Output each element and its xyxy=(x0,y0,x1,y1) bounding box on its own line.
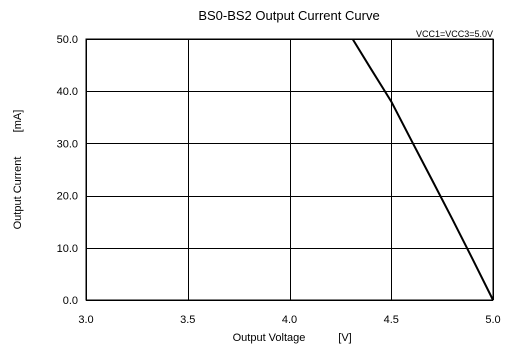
x-tick-label: 3.5 xyxy=(180,314,195,326)
x-tick-label: 3.0 xyxy=(78,314,93,326)
plot-frame xyxy=(85,38,494,301)
y-axis-label: Output Current xyxy=(12,157,24,230)
series-layer xyxy=(351,38,494,301)
y-tick-label: 40.0 xyxy=(57,86,78,98)
x-tick-label: 4.0 xyxy=(282,314,297,326)
x-axis-unit: [V] xyxy=(338,332,351,344)
output-current-line xyxy=(351,38,494,301)
x-tick-label: 4.5 xyxy=(384,314,399,326)
x-tick-labels: 3.0 3.5 4.0 4.5 5.0 xyxy=(78,314,500,326)
grid xyxy=(86,39,494,301)
x-axis-label: Output Voltage xyxy=(233,332,306,344)
x-tick-label: 5.0 xyxy=(485,314,500,326)
chart-title: BS0-BS2 Output Current Curve xyxy=(198,8,379,23)
y-axis-unit: [mA] xyxy=(12,110,24,133)
y-tick-label: 30.0 xyxy=(57,138,78,150)
y-tick-label: 10.0 xyxy=(57,243,78,255)
y-tick-label: 20.0 xyxy=(57,191,78,203)
condition-annotation: VCC1=VCC3=5.0V xyxy=(416,29,493,39)
y-tick-labels: 0.0 10.0 20.0 30.0 40.0 50.0 xyxy=(57,34,78,307)
y-tick-label: 0.0 xyxy=(63,295,78,307)
y-tick-label: 50.0 xyxy=(57,34,78,46)
